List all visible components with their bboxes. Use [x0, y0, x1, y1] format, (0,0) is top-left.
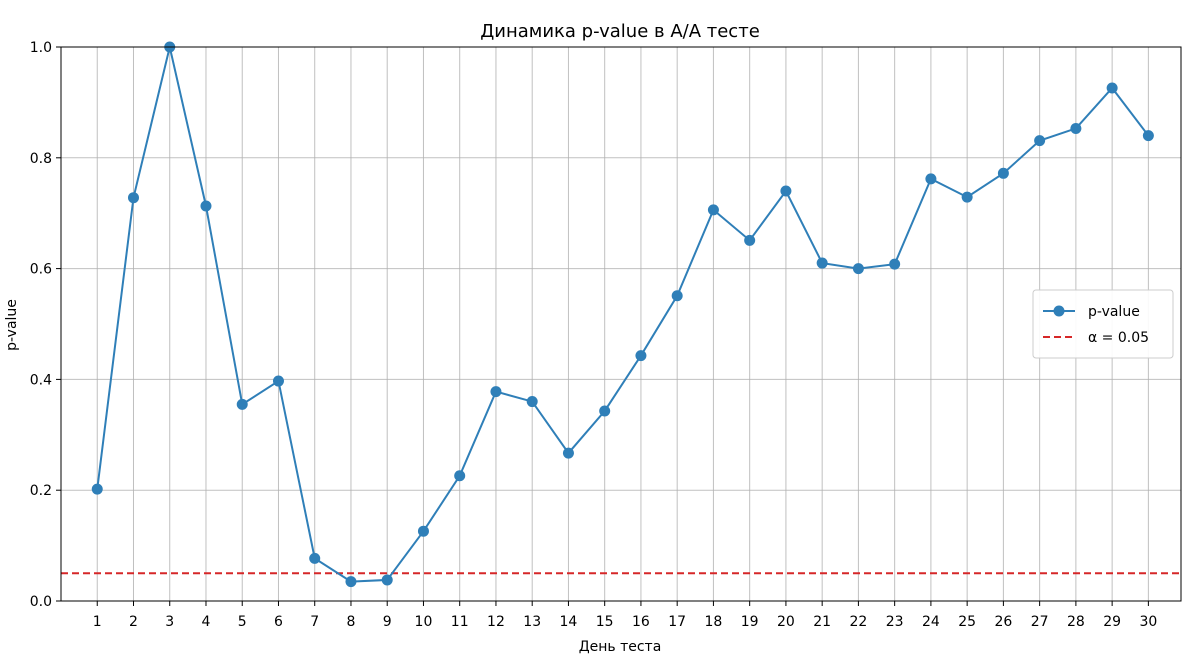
x-tick-label: 30	[1139, 614, 1157, 630]
x-tick-label: 7	[310, 614, 319, 630]
data-point	[1106, 82, 1118, 94]
data-point	[1070, 122, 1082, 134]
data-point	[236, 398, 248, 410]
x-tick-label: 13	[523, 614, 541, 630]
x-tick-label: 15	[596, 614, 614, 630]
data-point	[780, 185, 792, 197]
x-tick-label: 29	[1103, 614, 1121, 630]
y-axis-title: p-value	[4, 299, 20, 351]
data-point	[562, 447, 574, 459]
y-tick-label: 0.0	[30, 594, 52, 610]
x-tick-label: 12	[487, 614, 505, 630]
data-point	[309, 552, 321, 564]
legend: p-value α = 0.05	[1032, 289, 1174, 359]
x-tick-label: 8	[347, 614, 356, 630]
plot-frame	[60, 46, 1182, 602]
legend-box	[1032, 289, 1174, 359]
data-point	[635, 350, 647, 362]
chart-title: Динамика p-value в A/A тесте	[480, 21, 760, 42]
x-tick-label: 27	[1031, 614, 1049, 630]
data-point	[599, 405, 611, 417]
x-tick-label: 21	[813, 614, 831, 630]
y-tick-label: 1.0	[30, 40, 52, 56]
x-tick-label: 10	[415, 614, 433, 630]
x-tick-label: 26	[994, 614, 1012, 630]
data-point	[526, 396, 538, 408]
x-ticks: 1 2 3 4 5 6 7 8 9 10 11 12 13 14 15 16 17 18 19 20 21 22 23 24 2…	[93, 601, 1157, 630]
x-tick-label: 17	[668, 614, 686, 630]
x-tick-label: 4	[202, 614, 211, 630]
legend-series-label: p-value	[1088, 304, 1140, 320]
x-tick-label: 18	[705, 614, 723, 630]
data-point	[454, 470, 466, 482]
x-tick-label: 9	[383, 614, 392, 630]
x-tick-label: 19	[741, 614, 759, 630]
series-line	[96, 46, 1150, 583]
data-point	[961, 191, 973, 203]
legend-series-marker	[1053, 305, 1065, 317]
data-point	[925, 173, 937, 185]
grid	[61, 46, 1181, 602]
data-point	[816, 257, 828, 269]
x-tick-label: 2	[129, 614, 138, 630]
x-tick-label: 3	[165, 614, 174, 630]
data-point	[1142, 130, 1154, 142]
y-ticks: 0.0 0.2 0.4 0.6 0.8 1.0	[30, 40, 61, 610]
x-tick-label: 14	[560, 614, 578, 630]
data-point	[707, 204, 719, 216]
data-point	[200, 200, 212, 212]
data-point	[852, 263, 864, 275]
data-point	[490, 386, 502, 398]
x-tick-label: 5	[238, 614, 247, 630]
data-point	[272, 375, 284, 387]
x-tick-label: 1	[93, 614, 102, 630]
series-group	[91, 41, 1154, 588]
x-tick-label: 16	[632, 614, 650, 630]
data-point	[997, 167, 1009, 179]
x-tick-label: 24	[922, 614, 940, 630]
data-point	[127, 192, 139, 204]
x-tick-label: 11	[451, 614, 469, 630]
data-point	[671, 290, 683, 302]
x-tick-label: 20	[777, 614, 795, 630]
x-tick-label: 23	[886, 614, 904, 630]
data-point	[381, 574, 393, 586]
data-point	[744, 234, 756, 246]
x-tick-label: 28	[1067, 614, 1085, 630]
data-point	[1034, 135, 1046, 147]
data-point	[91, 483, 103, 495]
legend-reference-label: α = 0.05	[1088, 330, 1149, 346]
data-point	[889, 258, 901, 270]
y-tick-label: 0.4	[30, 372, 52, 388]
data-point	[345, 576, 357, 588]
data-point	[417, 525, 429, 537]
x-tick-label: 22	[849, 614, 867, 630]
x-tick-label: 6	[274, 614, 283, 630]
y-tick-label: 0.2	[30, 483, 52, 499]
x-axis-title: День теста	[579, 639, 662, 655]
y-tick-label: 0.8	[30, 151, 52, 167]
x-tick-label: 25	[958, 614, 976, 630]
y-tick-label: 0.6	[30, 262, 52, 278]
